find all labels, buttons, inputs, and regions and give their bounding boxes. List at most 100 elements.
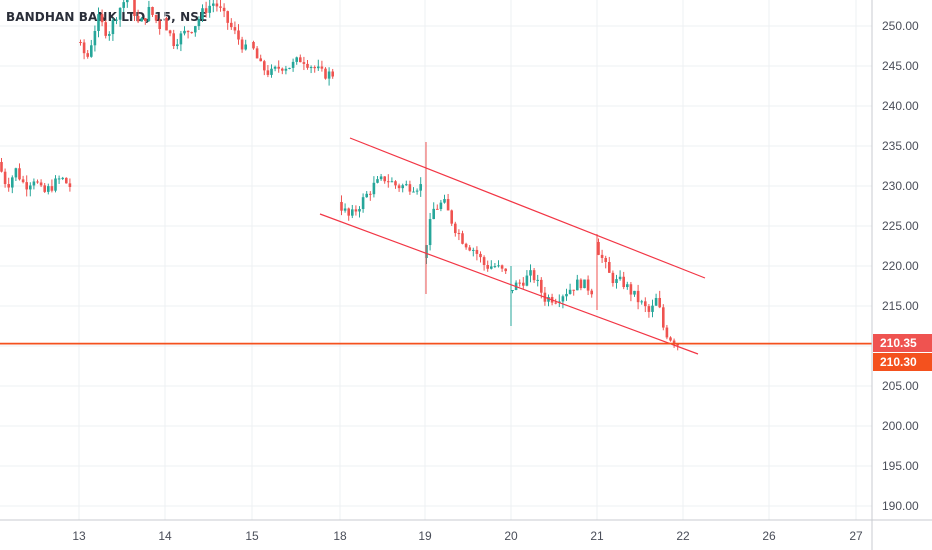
candle-body bbox=[405, 184, 408, 186]
candle-body bbox=[383, 176, 386, 182]
candle-body bbox=[126, 0, 129, 3]
candle-body bbox=[608, 262, 611, 273]
candle-body bbox=[68, 183, 72, 187]
candle-body bbox=[108, 34, 111, 36]
y-tick-label: 245.00 bbox=[882, 59, 919, 73]
candle-body bbox=[186, 30, 190, 33]
candle-body bbox=[554, 302, 557, 304]
candle-body bbox=[450, 210, 453, 224]
candle-body bbox=[565, 293, 568, 297]
candle-body bbox=[244, 44, 247, 50]
candle-body bbox=[658, 297, 661, 308]
candle-body bbox=[306, 63, 309, 68]
candle-body bbox=[7, 184, 10, 188]
candle-body bbox=[36, 181, 39, 183]
candle-body bbox=[65, 177, 68, 184]
candle-body bbox=[600, 254, 604, 258]
candle-body bbox=[532, 270, 536, 281]
candle-body bbox=[281, 68, 284, 71]
candle-body bbox=[446, 199, 450, 211]
candle-body bbox=[443, 199, 446, 203]
candle-body bbox=[212, 3, 215, 6]
candle-body bbox=[252, 42, 255, 49]
candle-body bbox=[529, 270, 532, 276]
candle-body bbox=[622, 276, 625, 288]
candle-body bbox=[240, 39, 244, 50]
candle-body bbox=[568, 289, 572, 294]
candle-body bbox=[351, 209, 354, 216]
candle-body bbox=[522, 282, 525, 286]
candle-body bbox=[640, 301, 643, 303]
candle-body bbox=[237, 30, 240, 40]
candle-body bbox=[676, 344, 679, 346]
candle-body bbox=[233, 27, 237, 31]
candle-body bbox=[115, 19, 118, 21]
x-tick-label: 21 bbox=[590, 529, 604, 543]
candle-body bbox=[168, 30, 172, 34]
channel-lower-line[interactable] bbox=[319, 213, 699, 355]
y-tick-label: 205.00 bbox=[882, 379, 919, 393]
candle-body bbox=[511, 289, 514, 291]
candle-body bbox=[133, 0, 136, 16]
candle-body bbox=[327, 71, 331, 79]
x-tick-label: 18 bbox=[333, 529, 347, 543]
y-tick-label: 250.00 bbox=[882, 19, 919, 33]
candle-body bbox=[29, 185, 32, 190]
x-tick-label: 26 bbox=[762, 529, 776, 543]
y-tick-label: 215.00 bbox=[882, 299, 919, 313]
candle-body bbox=[172, 33, 175, 47]
candle-body bbox=[25, 182, 28, 190]
last-price-label: 210.35 bbox=[880, 336, 917, 350]
candle-body bbox=[561, 296, 565, 302]
candle-body bbox=[518, 282, 521, 284]
candle-body bbox=[317, 66, 320, 69]
candle-body bbox=[647, 306, 651, 312]
candle-body bbox=[493, 266, 497, 268]
candle-body bbox=[165, 18, 168, 31]
candle-body bbox=[259, 58, 262, 62]
candle-body bbox=[611, 272, 615, 284]
x-tick-label: 13 bbox=[72, 529, 86, 543]
candle-body bbox=[197, 19, 201, 27]
candle-body bbox=[461, 233, 464, 244]
candle-body bbox=[436, 208, 439, 210]
channel-upper-line[interactable] bbox=[349, 137, 706, 279]
candle-body bbox=[32, 181, 36, 186]
candle-body bbox=[536, 279, 539, 281]
candle-body bbox=[50, 186, 54, 191]
candle-body bbox=[629, 284, 633, 295]
candle-body bbox=[11, 177, 14, 188]
candle-body bbox=[390, 181, 394, 183]
candle-body bbox=[154, 14, 158, 21]
candle-body bbox=[21, 179, 25, 183]
candle-body bbox=[299, 57, 302, 63]
candle-body bbox=[14, 168, 18, 178]
candle-body bbox=[201, 8, 204, 20]
candle-body bbox=[79, 42, 82, 43]
candle-body bbox=[204, 8, 208, 13]
x-tick-label: 22 bbox=[676, 529, 690, 543]
candle-body bbox=[158, 20, 161, 30]
candle-body bbox=[176, 44, 179, 47]
y-tick-label: 240.00 bbox=[882, 99, 919, 113]
candle-body bbox=[0, 162, 3, 172]
candle-body bbox=[3, 171, 7, 185]
candle-body bbox=[222, 7, 226, 12]
y-tick-label: 230.00 bbox=[882, 179, 919, 193]
line-price-label: 210.30 bbox=[880, 355, 917, 369]
candle-body bbox=[90, 45, 93, 57]
candle-body bbox=[464, 243, 468, 248]
candle-body bbox=[415, 190, 419, 192]
candle-body bbox=[540, 279, 543, 293]
candle-body bbox=[39, 182, 43, 186]
candle-body bbox=[454, 223, 457, 234]
candle-body bbox=[54, 178, 57, 191]
candle-body bbox=[412, 191, 415, 193]
candle-body bbox=[302, 62, 306, 64]
candle-body bbox=[633, 290, 636, 295]
x-tick-label: 27 bbox=[849, 529, 863, 543]
candle-body bbox=[604, 257, 607, 263]
candle-body bbox=[151, 6, 154, 15]
candle-body bbox=[230, 22, 233, 28]
